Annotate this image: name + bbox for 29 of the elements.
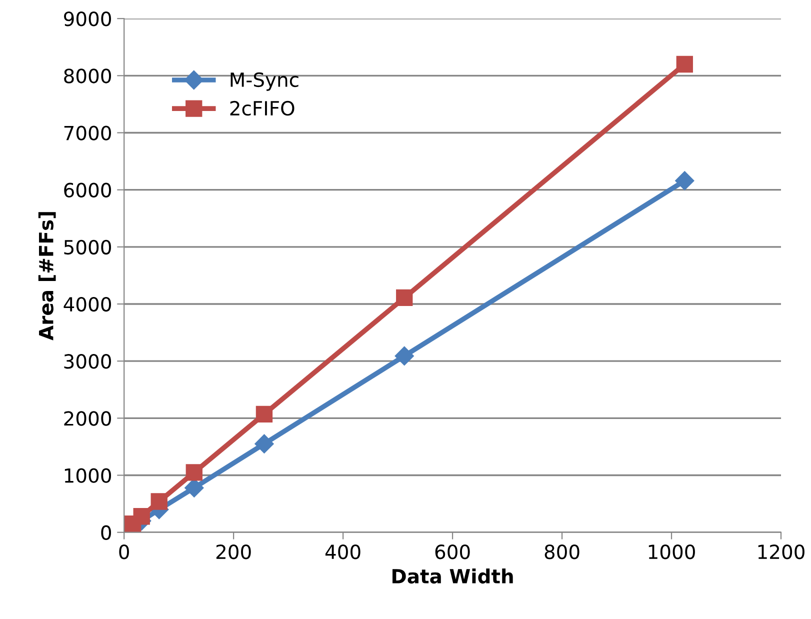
y-tick-label: 4000 [64,296,111,312]
point [675,171,694,190]
x-tick-label: 0 [119,544,129,560]
x-tick-label: 1200 [758,544,804,560]
y-axis-title: Area [#FFs] [38,212,56,340]
point [396,289,413,306]
point [186,464,202,481]
x-tick-label: 1000 [648,544,695,560]
x-tick-label: 200 [216,544,251,560]
x-axis-title: Data Width [392,568,513,584]
x-tick-label: 600 [435,544,470,560]
point [256,406,273,423]
y-tick-label: 9000 [64,12,111,26]
point [394,346,414,366]
y-tick-label: 8000 [64,68,111,84]
y-tick-label: 5000 [64,240,111,255]
point [150,493,168,510]
x-tick-label: 400 [325,544,360,560]
point [676,56,693,73]
y-tick-label: 2000 [64,411,111,426]
x-tick-label: 800 [544,544,580,560]
point [254,434,274,454]
y-tick-label: 6000 [64,182,111,198]
y-tick-label: 1000 [64,468,111,483]
legend-label: 2cFIFO [230,100,294,116]
y-tick-label: 0 [101,525,111,540]
y-tick-label: 3000 [64,354,111,369]
y-tick-label: 7000 [64,126,111,140]
legend-label: M-Sync [230,72,298,91]
